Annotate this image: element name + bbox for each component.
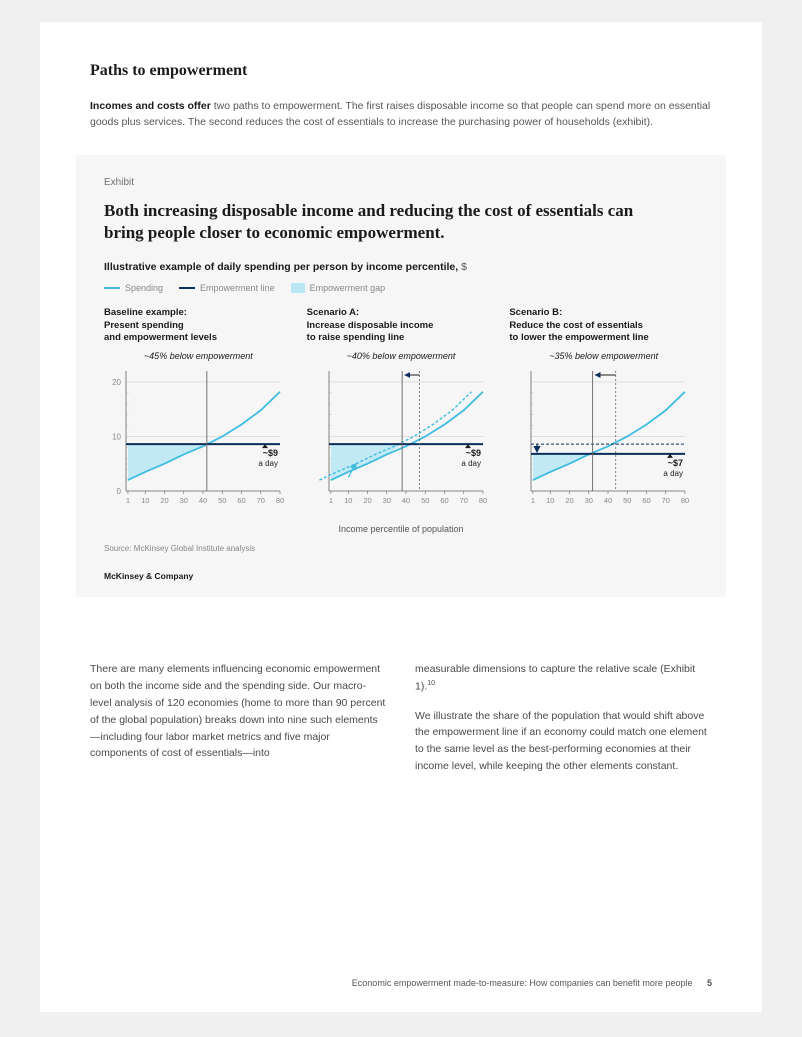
svg-text:1: 1: [126, 496, 130, 505]
chart-svg: 1 10 20 30 40 50 60 70 80 ~$7a day: [509, 365, 689, 505]
svg-text:60: 60: [643, 496, 651, 505]
page-footer: Economic empowerment made-to-measure: Ho…: [352, 978, 712, 988]
svg-text:30: 30: [382, 496, 390, 505]
exhibit-source: Source: McKinsey Global Institute analys…: [104, 544, 698, 553]
chart-wrap: 1 10 20 30 40 50 60 70 80 ~$9a day: [307, 365, 496, 510]
chart-panel-0: Baseline example:Present spendingand emp…: [104, 307, 293, 510]
exhibit-label: Exhibit: [104, 177, 698, 188]
svg-text:80: 80: [479, 496, 487, 505]
panel-title: Scenario A:Increase disposable incometo …: [307, 307, 496, 347]
svg-text:20: 20: [566, 496, 574, 505]
svg-text:10: 10: [112, 433, 121, 442]
chart-wrap: 0 10 20 1 10 20 30 40 50 60 70 80 ~$9a day: [104, 365, 293, 510]
panel-title: Scenario B:Reduce the cost of essentials…: [509, 307, 698, 347]
chart-wrap: 1 10 20 30 40 50 60 70 80 ~$7a day: [509, 365, 698, 510]
panel-subtitle: ~45% below empowerment: [104, 351, 293, 361]
exhibit-brand: McKinsey & Company: [104, 571, 698, 581]
spending-swatch: [104, 287, 120, 289]
exhibit-title: Both increasing disposable income and re…: [104, 200, 664, 246]
gap-swatch: [291, 283, 305, 293]
exhibit-box: Exhibit Both increasing disposable incom…: [76, 155, 726, 598]
body-columns: There are many elements influencing econ…: [90, 661, 712, 786]
svg-text:40: 40: [199, 496, 207, 505]
chart-panels: Baseline example:Present spendingand emp…: [104, 307, 698, 510]
svg-text:30: 30: [180, 496, 188, 505]
empline-swatch: [179, 287, 195, 289]
intro-paragraph: Incomes and costs offer two paths to emp…: [90, 98, 712, 131]
svg-text:1: 1: [329, 496, 333, 505]
legend-spending: Spending: [104, 283, 163, 293]
svg-text:50: 50: [421, 496, 429, 505]
exhibit-subtitle: Illustrative example of daily spending p…: [104, 261, 698, 273]
svg-text:a day: a day: [258, 459, 278, 468]
body-left-p1: There are many elements influencing econ…: [90, 661, 387, 762]
chart-svg: 1 10 20 30 40 50 60 70 80 ~$9a day: [307, 365, 487, 505]
chart-panel-2: Scenario B:Reduce the cost of essentials…: [509, 307, 698, 510]
panel-subtitle: ~35% below empowerment: [509, 351, 698, 361]
svg-text:a day: a day: [461, 459, 481, 468]
svg-text:50: 50: [218, 496, 226, 505]
page-number: 5: [707, 978, 712, 988]
panel-title: Baseline example:Present spendingand emp…: [104, 307, 293, 347]
svg-text:60: 60: [440, 496, 448, 505]
body-right-p2: We illustrate the share of the populatio…: [415, 708, 712, 775]
body-col-left: There are many elements influencing econ…: [90, 661, 387, 786]
svg-text:20: 20: [112, 378, 121, 387]
intro-bold: Incomes and costs offer: [90, 100, 211, 112]
svg-text:40: 40: [604, 496, 612, 505]
svg-text:80: 80: [681, 496, 689, 505]
body-right-p1: measurable dimensions to capture the rel…: [415, 661, 712, 695]
svg-text:~$7: ~$7: [668, 458, 683, 468]
legend-empowerment-line: Empowerment line: [179, 283, 275, 293]
svg-text:70: 70: [662, 496, 670, 505]
svg-text:80: 80: [276, 496, 284, 505]
svg-text:30: 30: [585, 496, 593, 505]
svg-text:10: 10: [344, 496, 352, 505]
svg-text:~$9: ~$9: [263, 448, 278, 458]
svg-text:10: 10: [546, 496, 554, 505]
chart-panel-1: Scenario A:Increase disposable incometo …: [307, 307, 496, 510]
svg-text:~$9: ~$9: [465, 448, 480, 458]
svg-text:50: 50: [623, 496, 631, 505]
svg-text:20: 20: [363, 496, 371, 505]
page-title: Paths to empowerment: [90, 62, 712, 80]
legend-empowerment-gap: Empowerment gap: [291, 283, 386, 293]
svg-text:a day: a day: [664, 469, 684, 478]
body-col-right: measurable dimensions to capture the rel…: [415, 661, 712, 786]
svg-text:10: 10: [141, 496, 149, 505]
legend: Spending Empowerment line Empowerment ga…: [104, 283, 698, 293]
x-axis-label: Income percentile of population: [104, 524, 698, 534]
svg-text:20: 20: [160, 496, 168, 505]
svg-text:40: 40: [402, 496, 410, 505]
page: Paths to empowerment Incomes and costs o…: [40, 22, 762, 1012]
svg-text:70: 70: [257, 496, 265, 505]
svg-text:1: 1: [531, 496, 535, 505]
chart-svg: 0 10 20 1 10 20 30 40 50 60 70 80 ~$9a day: [104, 365, 284, 505]
panel-subtitle: ~40% below empowerment: [307, 351, 496, 361]
svg-text:0: 0: [117, 487, 122, 496]
svg-text:70: 70: [459, 496, 467, 505]
svg-text:60: 60: [237, 496, 245, 505]
footer-text: Economic empowerment made-to-measure: Ho…: [352, 978, 693, 988]
